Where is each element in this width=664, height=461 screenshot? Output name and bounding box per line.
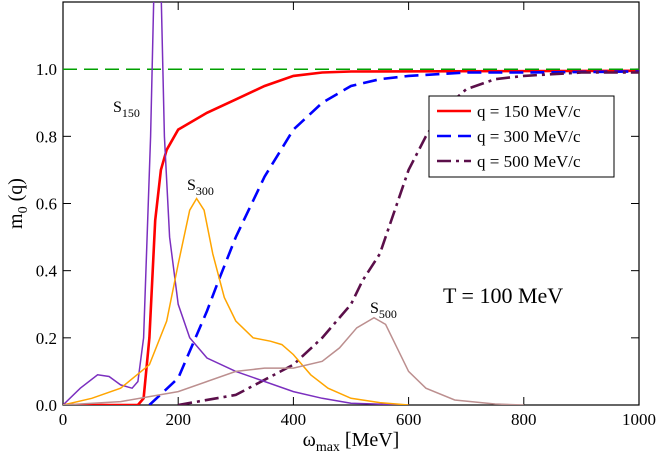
x-tick-label: 400: [281, 410, 307, 429]
annotation-sub: 500: [379, 307, 397, 321]
x-tick-label: 800: [511, 410, 537, 429]
annotation: S150: [113, 99, 140, 120]
legend-label: q = 300 MeV/c: [477, 127, 581, 146]
x-tick-label: 200: [165, 410, 191, 429]
y-tick-label: 1.0: [36, 60, 57, 79]
y-tick-label: 0.8: [36, 127, 57, 146]
y-tick-label: 0.2: [36, 329, 57, 348]
y-axis-label: m0 (q): [5, 178, 31, 229]
x-axis-label-rest: [MeV]: [340, 429, 399, 451]
legend-label: q = 150 MeV/c: [477, 102, 581, 121]
series-line: [63, 197, 409, 405]
plot-area: [63, 2, 639, 405]
series-line: [63, 2, 409, 405]
x-axis-label-main: ω: [303, 429, 316, 451]
x-axis-label-sub: max: [316, 440, 340, 455]
x-axis-label: ωmax [MeV]: [303, 429, 400, 455]
y-tick-label: 0.6: [36, 195, 57, 214]
annotation-main: S: [187, 177, 196, 194]
y-tick-label: 0.4: [36, 262, 58, 281]
annotation: S300: [187, 177, 214, 198]
annotation-sub: 300: [196, 184, 214, 198]
annotation-main: T = 100 MeV: [443, 283, 563, 308]
annotation-main: S: [113, 99, 122, 116]
series-line: [63, 69, 639, 405]
y-axis-label-rest: (q): [5, 178, 27, 206]
series-line: [63, 316, 524, 405]
series-line: [177, 71, 639, 405]
y-tick-label: 0.0: [36, 396, 57, 415]
series-line: [148, 70, 639, 405]
legend-label: q = 500 MeV/c: [477, 152, 581, 171]
annotation-main: S: [370, 300, 379, 317]
annotation: S500: [370, 300, 397, 321]
x-tick-label: 0: [59, 410, 68, 429]
annotation: T = 100 MeV: [443, 283, 563, 308]
x-tick-label: 600: [396, 410, 422, 429]
y-axis-label-main: m: [5, 213, 27, 229]
annotation-sub: 150: [122, 106, 140, 120]
x-tick-label: 1000: [622, 410, 656, 429]
y-axis-label-sub: 0: [16, 206, 31, 213]
